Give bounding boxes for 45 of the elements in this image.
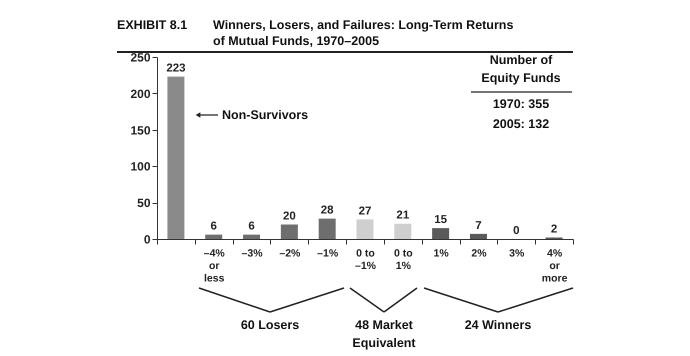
y-tick-label: 200 — [130, 86, 151, 101]
data-label: 20 — [282, 210, 296, 222]
bar — [356, 219, 374, 239]
x-tick-label: –1% — [317, 248, 339, 260]
annotation: Number of Equity Funds — [481, 53, 561, 85]
bar — [318, 218, 336, 239]
data-label: 28 — [320, 204, 334, 217]
y-tick-label: 0 — [144, 232, 151, 246]
x-tick-label: 4% or more — [542, 248, 568, 284]
text: 60 Losers — [240, 318, 300, 332]
data-label: 27 — [358, 205, 372, 218]
x-tick-label: 1% — [434, 248, 450, 260]
data-label: 0 — [513, 225, 520, 237]
y-tick-label: 100 — [130, 160, 151, 174]
data-label: 6 — [210, 220, 217, 233]
x-tick-label: 3% — [509, 248, 526, 260]
text: 48 Market Equivalent — [352, 318, 416, 350]
bar — [432, 228, 450, 239]
y-tick-label: 150 — [130, 123, 151, 138]
x-tick-label: 0 to –1% — [354, 248, 377, 272]
bar — [470, 234, 487, 239]
x-tick-label: –2% — [279, 248, 302, 260]
annotation: 2005: 132 — [492, 117, 550, 131]
chart-subtitle: Winners, Losers, and Failures: Long-Term Returns of Mutual Funds, 1970–2005 — [213, 18, 514, 48]
x-tick-label: –4% or less — [204, 248, 226, 284]
data-label: 2 — [550, 224, 558, 236]
data-label: 21 — [396, 210, 410, 222]
x-tick-label: 2% — [471, 248, 488, 260]
bar — [394, 224, 412, 239]
bar — [280, 224, 298, 239]
bar — [167, 76, 184, 239]
data-label: 6 — [248, 220, 255, 233]
data-label: 7 — [475, 220, 482, 232]
y-tick-label: 250 — [130, 50, 151, 64]
annotation: 1970: 355 — [492, 97, 550, 111]
annotation: Non-Survivors — [222, 108, 308, 122]
chart-title: EXHIBIT 8.1 — [117, 18, 188, 32]
bar — [205, 234, 222, 239]
text: 24 Winners — [464, 318, 532, 332]
x-tick-label: –3% — [242, 248, 264, 260]
y-tick-label: 50 — [137, 196, 151, 210]
data-label: 223 — [166, 62, 186, 75]
x-tick-label: 0 to 1% — [394, 248, 413, 272]
data-label: 15 — [434, 214, 448, 226]
bar — [243, 234, 260, 239]
